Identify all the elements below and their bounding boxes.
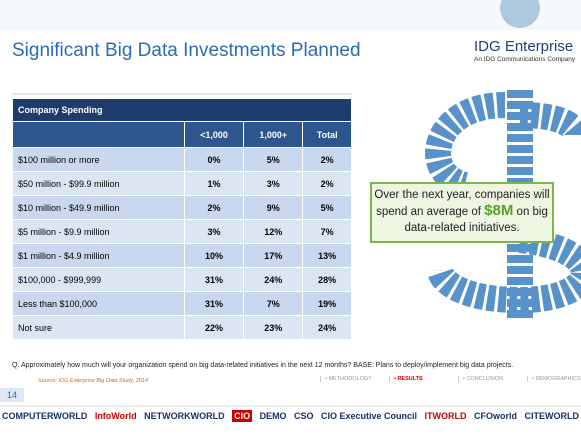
nav-item[interactable]: • RESULTS: [389, 376, 458, 382]
value-cell: 31%: [183, 267, 245, 292]
table-row: $1 million - $4.9 million 10% 17% 13%: [12, 243, 352, 268]
callout-text: on big data-related initiatives.: [404, 206, 548, 234]
value-cell: 13%: [302, 243, 352, 268]
table-row: $100,000 - $999,999 31% 24% 28%: [12, 267, 352, 292]
value-cell: 24%: [302, 315, 352, 340]
table-row: Less than $100,000 31% 7% 19%: [12, 291, 352, 316]
row-label: $100,000 - $999,999: [12, 267, 185, 292]
value-cell: 3%: [183, 219, 245, 244]
logo: CSO: [294, 411, 314, 421]
tagline: An IDG Communications Company: [474, 56, 576, 63]
value-cell: 9%: [243, 195, 304, 220]
nav-item[interactable]: • DEMOGRAPHICS: [527, 376, 581, 382]
value-cell: 19%: [302, 291, 352, 316]
row-label: $5 million - $9.9 million: [12, 219, 185, 244]
logo: CIO: [232, 410, 253, 422]
logo: DEMO: [259, 411, 287, 421]
value-cell: 31%: [183, 291, 245, 316]
logo: CFOworld: [473, 411, 517, 421]
table-caption: Company Spending: [12, 98, 352, 122]
table-row: $100 million or more 0% 5% 2%: [12, 147, 352, 172]
logo: InfoWorld: [94, 411, 137, 421]
value-cell: 5%: [243, 147, 304, 172]
column-header: Total: [302, 121, 352, 148]
table-row: $50 million - $99.9 million 1% 3% 2%: [12, 171, 352, 196]
value-cell: 3%: [243, 171, 304, 196]
row-label: $100 million or more: [12, 147, 185, 172]
source: Source: IDG Enterprise Big Data Study, 2…: [38, 378, 148, 384]
nav-item[interactable]: • CONCLUSION: [458, 376, 527, 382]
callout-highlight: $8M: [484, 202, 514, 219]
logo: COMPUTERWORLD: [2, 411, 88, 421]
value-cell: 12%: [243, 219, 304, 244]
value-cell: 22%: [183, 315, 245, 340]
brand: IDG Enterprise: [474, 38, 574, 55]
value-cell: 2%: [302, 147, 352, 172]
logo: CIO Executive Council: [321, 411, 418, 421]
value-cell: 24%: [243, 267, 304, 292]
callout: Over the next year, companies will spend…: [370, 182, 554, 243]
logos: COMPUTERWORLD InfoWorld NETWORKWORLD CIO DEM…: [2, 410, 579, 422]
nav: • METHODOLOGY • RESULTS • CONCLUSION • DEMO…: [320, 376, 581, 382]
row-label: $1 million - $4.9 million: [12, 243, 185, 268]
page-number: 14: [0, 388, 24, 402]
icon: [500, 0, 540, 28]
nav-item[interactable]: • METHODOLOGY: [320, 376, 389, 382]
value-cell: 2%: [302, 171, 352, 196]
row-label: $50 million - $99.9 million: [12, 171, 185, 196]
value-cell: 5%: [302, 195, 352, 220]
value-cell: 1%: [183, 171, 245, 196]
header-cell: [12, 121, 185, 148]
table-row: $5 million - $9.9 million 3% 12% 7%: [12, 219, 352, 244]
row-label: Less than $100,000: [12, 291, 185, 316]
logo: ITWORLD: [424, 411, 467, 421]
column-header: <1,000: [183, 121, 245, 148]
table: Company Spending <1,000 1,000+ Total $100 …: [12, 98, 352, 340]
title: Significant Big Data Investments Planned: [12, 40, 361, 61]
row-label: Not sure: [12, 315, 185, 340]
value-cell: 23%: [243, 315, 304, 340]
callout-text: Over the next year, companies will spend…: [374, 189, 550, 218]
value-cell: 17%: [243, 243, 304, 268]
row-label: $10 million - $49.9 million: [12, 195, 185, 220]
value-cell: 7%: [243, 291, 304, 316]
logo: CITEWORLD: [524, 411, 579, 421]
value-cell: 28%: [302, 267, 352, 292]
top-band: [0, 0, 581, 30]
question: Q. Approximately how much will your orga…: [12, 362, 514, 369]
value-cell: 10%: [183, 243, 245, 268]
column-header: 1,000+: [243, 121, 304, 148]
value-cell: 2%: [183, 195, 245, 220]
value-cell: 0%: [183, 147, 245, 172]
value-cell: 7%: [302, 219, 352, 244]
logo: NETWORKWORLD: [144, 411, 225, 421]
table-row: Not sure 22% 23% 24%: [12, 315, 352, 340]
table-row: $10 million - $49.9 million 2% 9% 5%: [12, 195, 352, 220]
